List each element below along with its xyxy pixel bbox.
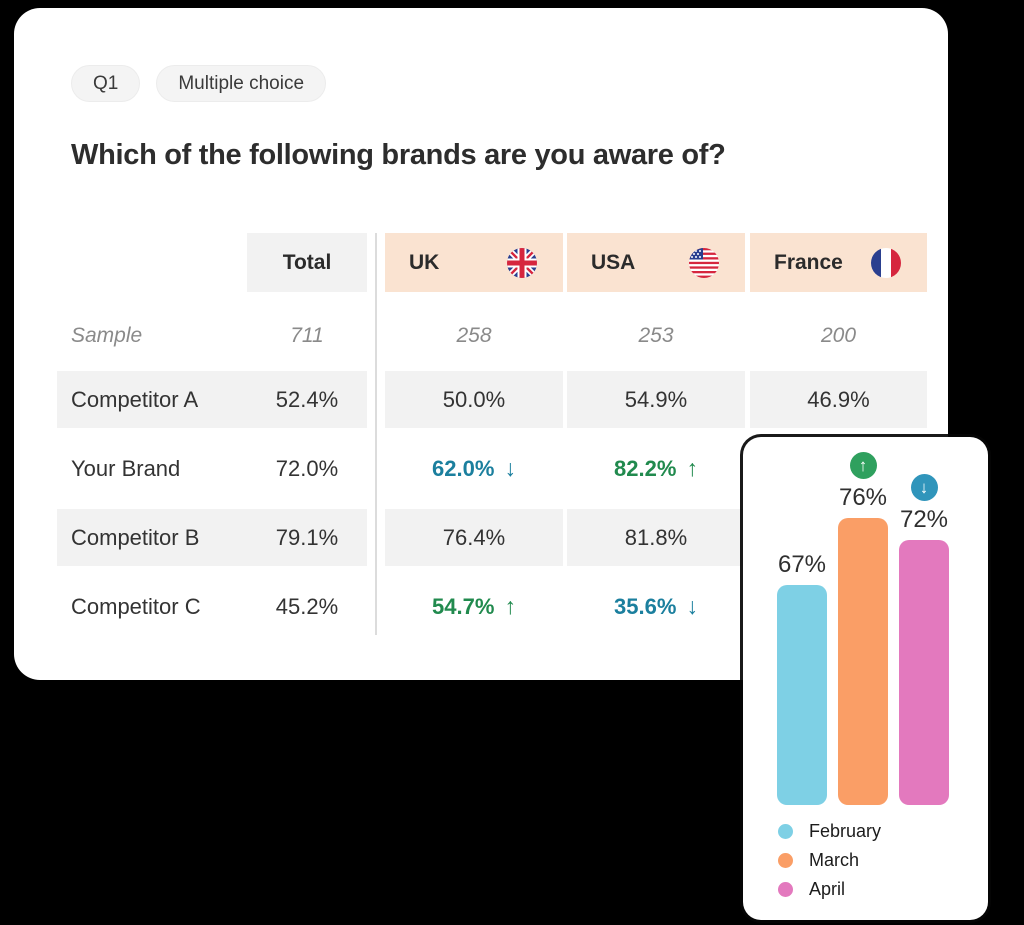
table-row-label-total: Your Brand 72.0% <box>57 440 367 497</box>
legend-label: February <box>809 820 882 841</box>
table-cell-uk: 50.0% <box>385 371 563 428</box>
question-title: Which of the following brands are you aw… <box>71 139 726 171</box>
row-label: Competitor C <box>71 593 201 619</box>
table-row-label-total: Competitor B 79.1% <box>57 509 367 566</box>
cell-value: 35.6% <box>614 593 677 619</box>
trend-up-badge-icon: ↑ <box>849 452 877 479</box>
sample-uk: 258 <box>456 323 492 347</box>
question-number-badge: Q1 <box>71 65 141 102</box>
column-label-france: France <box>774 250 843 274</box>
sample-row-label: Sample <box>71 323 143 347</box>
trend-up-icon: ↑ <box>504 593 516 619</box>
table-cell-uk: 62.0% ↓ <box>385 440 563 497</box>
cell-value: 82.2% <box>614 455 677 481</box>
table-cell-usa: 35.6% ↓ <box>567 578 745 635</box>
question-tags: Q1 Multiple choice <box>71 65 327 102</box>
trend-down-badge-icon: ↓ <box>910 474 938 501</box>
bar-value-label: 67% <box>777 551 827 578</box>
trend-down-icon: ↓ <box>504 455 516 481</box>
bar-group-march: ↑ 76% <box>838 452 888 805</box>
sample-usa: 253 <box>638 323 674 347</box>
legend-item-april: April <box>778 879 881 899</box>
bar-february <box>777 585 827 805</box>
table-divider <box>367 233 385 635</box>
row-total-value: 52.4% <box>275 386 339 412</box>
usa-flag-icon <box>689 247 719 278</box>
column-label-usa: USA <box>591 250 636 274</box>
trend-chart-card: 67% ↑ 76% ↓ 72% February March April <box>743 437 988 920</box>
table-cell-france: 46.9% <box>750 371 927 428</box>
row-label: Competitor B <box>71 524 200 550</box>
column-label-uk: UK <box>409 250 440 274</box>
table-cell-uk: 54.7% ↑ <box>385 578 563 635</box>
row-label: Competitor A <box>71 386 199 412</box>
cell-value: 54.7% <box>432 593 495 619</box>
bar-value-label: 76% <box>838 484 888 511</box>
march-dot-icon <box>778 852 793 868</box>
bar-value-label: 72% <box>899 506 949 533</box>
column-header-total: Total <box>247 233 367 292</box>
bar-group-february: 67% <box>777 551 827 805</box>
question-type-badge: Multiple choice <box>156 65 327 102</box>
table-cell-usa: 82.2% ↑ <box>567 440 745 497</box>
table-cell-usa: 81.8% <box>567 509 745 566</box>
table-cell-uk: 76.4% <box>385 509 563 566</box>
column-header-france: France <box>750 233 927 292</box>
bar-march <box>838 518 888 805</box>
trend-down-icon: ↓ <box>686 593 698 619</box>
column-header-uk: UK <box>385 233 563 292</box>
sample-france: 200 <box>820 323 857 347</box>
row-total-value: 72.0% <box>275 455 339 481</box>
legend-label: April <box>809 878 846 899</box>
france-flag-icon <box>871 247 901 278</box>
table-row-label-total: Competitor A 52.4% <box>57 371 367 428</box>
trend-up-icon: ↑ <box>686 455 698 481</box>
legend-item-march: March <box>778 850 881 870</box>
row-total-value: 45.2% <box>275 593 339 619</box>
february-dot-icon <box>778 823 793 839</box>
legend-item-february: February <box>778 821 881 841</box>
column-header-usa: USA <box>567 233 745 292</box>
legend-label: March <box>809 849 860 870</box>
bar-april <box>899 540 949 805</box>
row-total-value: 79.1% <box>275 524 339 550</box>
april-dot-icon <box>778 881 793 897</box>
row-label: Your Brand <box>71 455 181 481</box>
uk-flag-icon <box>507 247 537 278</box>
sample-total: 711 <box>290 323 324 347</box>
chart-legend: February March April <box>778 821 881 899</box>
cell-value: 62.0% <box>432 455 495 481</box>
table-row-label-total: Competitor C 45.2% <box>57 578 367 635</box>
table-cell-usa: 54.9% <box>567 371 745 428</box>
bar-group-april: ↓ 72% <box>899 474 949 805</box>
